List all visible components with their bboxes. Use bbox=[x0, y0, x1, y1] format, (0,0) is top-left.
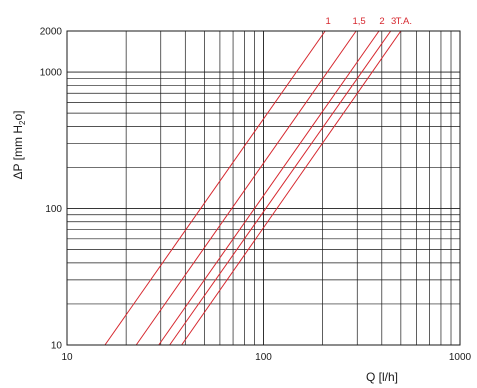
y-tick-label: 100 bbox=[45, 204, 62, 215]
series-line-3 bbox=[169, 30, 392, 346]
series-label-1: 1 bbox=[326, 16, 331, 27]
y-tick-label: 10 bbox=[51, 341, 63, 352]
series-label-2: 2 bbox=[379, 16, 384, 27]
series-line-t-a bbox=[181, 30, 402, 346]
tick-labels: 10 100 1000 10 100 1000 2000 bbox=[40, 27, 472, 364]
series-label-3: 3 bbox=[391, 16, 396, 27]
series-labels: 1 1,5 2 3 T.A. bbox=[326, 16, 413, 27]
series-line-1 bbox=[104, 30, 326, 346]
grid bbox=[67, 31, 460, 345]
series-line-1-5 bbox=[135, 30, 357, 346]
y-axis-title-subscript: 2 bbox=[18, 120, 27, 125]
y-axis-title-end: o] bbox=[11, 111, 25, 121]
y-tick-label: 1000 bbox=[40, 68, 63, 79]
x-axis-title: Q [l/h] bbox=[366, 370, 398, 384]
y-tick-label: 2000 bbox=[40, 27, 63, 38]
series-line-2 bbox=[158, 30, 380, 346]
series-label-1-5: 1,5 bbox=[352, 16, 365, 27]
plot-frame bbox=[66, 30, 461, 346]
x-tick-label: 10 bbox=[61, 352, 73, 363]
x-tick-label: 1000 bbox=[449, 352, 472, 363]
series-lines bbox=[104, 30, 402, 346]
x-tick-label: 100 bbox=[255, 352, 272, 363]
y-axis-title: ΔP [mm H2o] bbox=[11, 111, 27, 180]
y-axis-title-main: ΔP [mm H bbox=[11, 125, 25, 179]
series-label-t-a: T.A. bbox=[396, 16, 412, 27]
